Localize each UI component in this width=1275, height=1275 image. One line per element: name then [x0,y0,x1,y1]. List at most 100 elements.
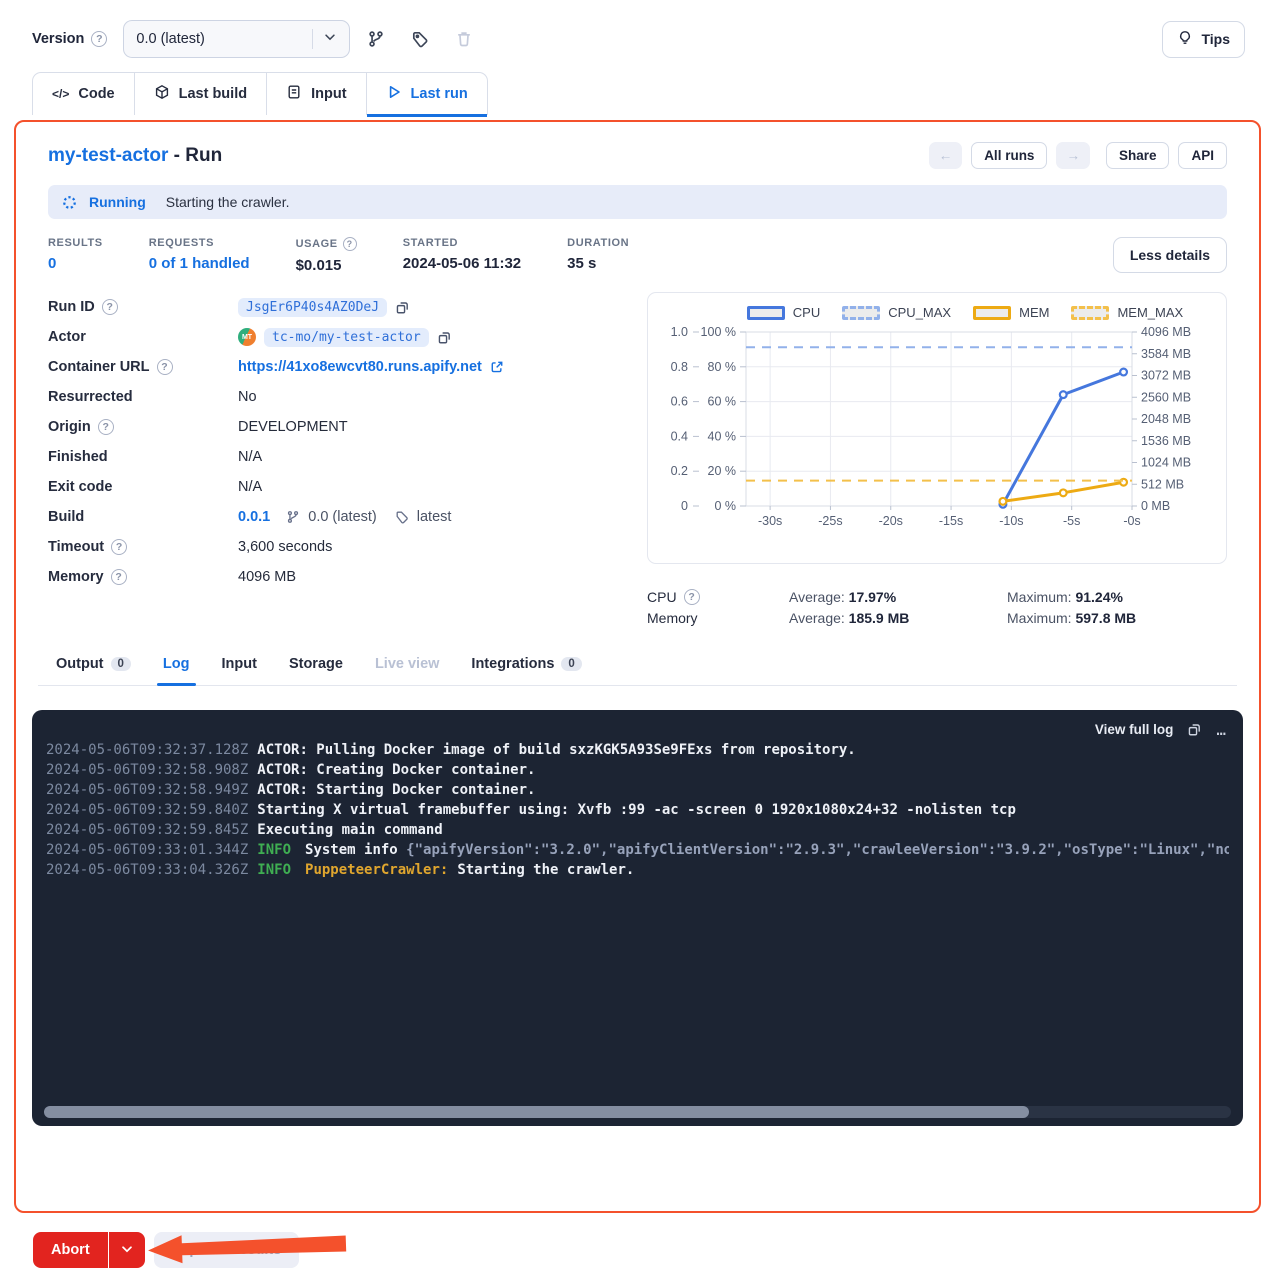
copy-log-icon[interactable] [1187,722,1202,737]
build-tag-label: latest [416,509,452,525]
svg-text:-5s: -5s [1063,514,1080,528]
stat-requests: REQUESTS 0 of 1 handled [148,237,250,272]
detail-row-resurrected: Resurrected No [48,389,257,405]
run-card: my-test-actor - Run ← All runs → Share A… [14,120,1261,1213]
api-button[interactable]: API [1178,142,1227,169]
tab-last-build[interactable]: Last build [133,72,268,115]
svg-text:20 %: 20 % [708,464,737,478]
tab-storage[interactable]: Storage [288,656,343,672]
select-divider [312,29,314,49]
tab-run-input[interactable]: Input [221,656,257,672]
cpu-help-icon[interactable]: ? [683,588,700,605]
container-url-help-icon[interactable]: ? [156,359,173,375]
svg-text:512 MB: 512 MB [1141,477,1184,491]
svg-text:4096 MB: 4096 MB [1141,325,1191,339]
detail-row-timeout: Timeout? 3,600 seconds [48,539,333,555]
legend-item: CPU [746,305,821,320]
svg-text:60 %: 60 % [708,395,737,409]
log-line: 2024-05-06T09:33:01.344Z INFO System info … [46,842,1229,858]
tab-output[interactable]: Output 0 [54,652,133,685]
svg-text:0.2: 0.2 [671,464,688,478]
legend-swatch [746,305,785,320]
legend-swatch [842,305,881,320]
log-scrollbar-track[interactable] [44,1106,1231,1118]
all-runs-button[interactable]: All runs [971,142,1048,169]
view-full-log-button[interactable]: View full log [1094,722,1174,737]
actor-link[interactable]: my-test-actor [48,144,169,166]
abort-button[interactable]: Abort [33,1232,108,1268]
tab-code[interactable]: </> Code [32,72,135,115]
version-select[interactable]: 0.0 (latest) [123,20,351,58]
svg-text:-0s: -0s [1123,514,1140,528]
branch-icon[interactable] [358,21,394,57]
svg-text:1536 MB: 1536 MB [1141,434,1191,448]
package-icon [154,84,170,104]
chevron-down-icon [323,30,337,48]
svg-text:80 %: 80 % [708,360,737,374]
stat-started: STARTED 2024-05-06 11:32 [402,237,522,272]
run-id-help-icon[interactable]: ? [101,299,118,315]
code-icon: </> [52,87,70,101]
svg-text:-30s: -30s [758,514,782,528]
tab-integrations[interactable]: Integrations 0 [469,652,583,685]
version-bar: Version ? 0.0 (latest) [0,0,1275,72]
details-section: Run ID? JsgEr6P40s4AZ0DeJ Actor MT [48,292,1227,628]
svg-text:0: 0 [681,499,688,513]
svg-text:2560 MB: 2560 MB [1141,390,1191,404]
svg-text:-10s: -10s [999,514,1023,528]
output-count-badge: 0 [110,657,131,671]
svg-text:-25s: -25s [818,514,842,528]
detail-row-finished: Finished N/A [48,449,263,465]
log-line: 2024-05-06T09:32:58.949Z ACTOR: Starting … [46,782,536,798]
memory-help-icon[interactable]: ? [110,569,127,585]
tab-last-run[interactable]: Last run [365,72,488,117]
memory-summary-row: Memory Average: 185.9 MB Maximum: 597.8 … [647,609,1137,626]
usage-help-icon[interactable]: ? [342,237,357,251]
svg-text:1024 MB: 1024 MB [1141,456,1191,470]
next-run-button[interactable]: → [1056,142,1090,169]
status-message: Starting the crawler. [165,194,290,210]
actor-chip[interactable]: tc-mo/my-test-actor [264,327,429,347]
log-tools: View full log … [1095,720,1227,739]
chart-legend: CPU CPU_MAX MEM MEM_MAX [648,305,1226,320]
integrations-count-badge: 0 [561,657,582,671]
copy-icon[interactable] [395,300,410,315]
legend-label: CPU_MAX [888,305,952,320]
build-version-link[interactable]: 0.0.1 [238,509,271,525]
tag-icon[interactable] [402,21,438,57]
origin-help-icon[interactable]: ? [97,419,114,435]
detail-row-exit-code: Exit code N/A [48,479,263,495]
share-button[interactable]: Share [1105,142,1170,169]
container-url-link[interactable]: https://41xo8ewcvt80.runs.apify.net [238,359,482,375]
details-list: Run ID? JsgEr6P40s4AZ0DeJ Actor MT [48,292,647,628]
tips-button[interactable]: Tips [1162,20,1245,58]
svg-text:3584 MB: 3584 MB [1141,347,1191,361]
copy-icon[interactable] [437,330,452,345]
log-line: 2024-05-06T09:32:58.908Z ACTOR: Creating … [46,762,536,778]
tab-log[interactable]: Log [156,652,196,686]
less-details-button[interactable]: Less details [1112,237,1227,273]
log-line: 2024-05-06T09:32:37.128Z ACTOR: Pulling D… [46,742,856,758]
svg-text:2048 MB: 2048 MB [1141,412,1191,426]
trash-icon[interactable] [446,21,482,57]
run-id-chip[interactable]: JsgEr6P40s4AZ0DeJ [238,297,388,317]
status-state: Running [89,194,146,210]
log-panel: View full log … 2024-05-06T09:32:37.128Z… [32,710,1243,1126]
log-scrollbar-thumb[interactable] [44,1106,1030,1118]
legend-label: CPU [792,305,821,320]
abort-dropdown-button[interactable] [107,1232,145,1268]
play-icon [386,84,402,104]
usage-summary: CPU? Average: 17.97% Maximum: 91.24% Mem… [647,586,1227,628]
log-line: 2024-05-06T09:32:59.840Z Starting X virtu… [46,802,1016,818]
legend-item: CPU_MAX [842,305,951,320]
stat-results: RESULTS 0 [48,237,103,272]
usage-chart-column: CPU CPU_MAX MEM MEM_MAX 1.0 0.8 0.6 0.4 0.2 0 100… [647,292,1227,628]
tab-input[interactable]: Input [266,72,367,115]
timeout-help-icon[interactable]: ? [111,539,128,555]
detail-row-build: Build 0.0.1 0.0 (latest) [48,509,452,525]
tab-live-view[interactable]: Live view [374,656,440,672]
version-help-icon[interactable]: ? [91,31,108,47]
svg-text:0 MB: 0 MB [1141,499,1170,513]
prev-run-button[interactable]: ← [928,142,963,169]
log-menu-icon[interactable]: … [1216,720,1227,739]
